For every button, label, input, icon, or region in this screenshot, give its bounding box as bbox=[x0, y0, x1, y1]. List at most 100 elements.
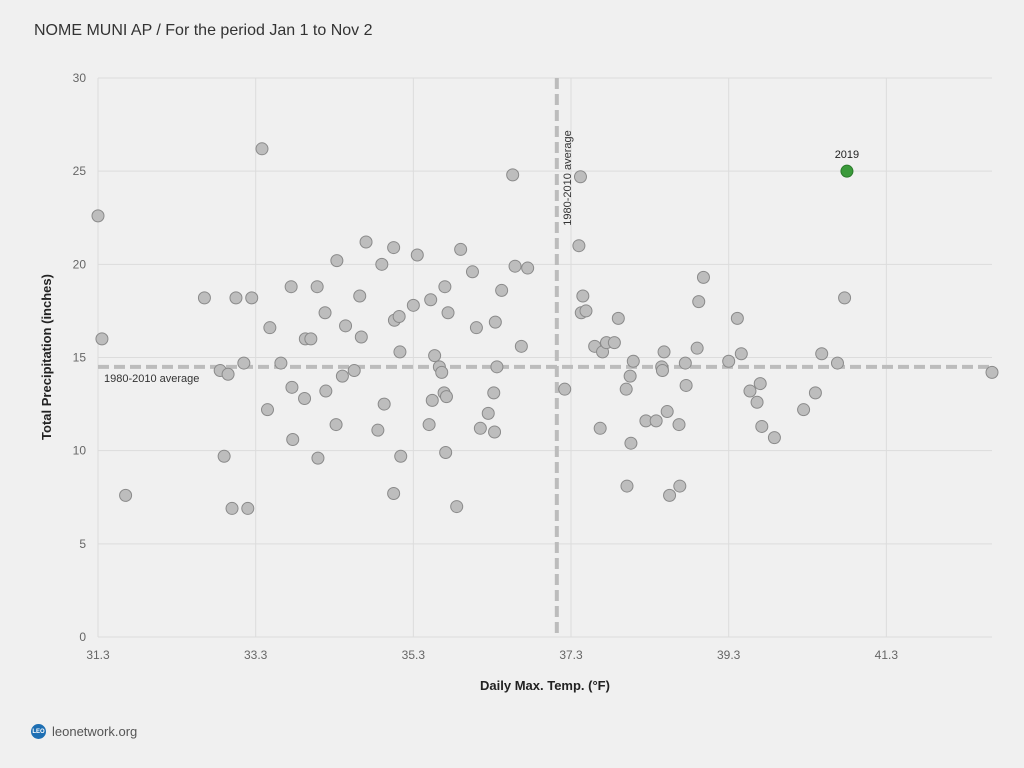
data-point bbox=[255, 142, 269, 156]
data-point bbox=[679, 378, 693, 392]
x-average-label: 1980-2010 average bbox=[562, 130, 574, 225]
data-point bbox=[624, 436, 638, 450]
data-point bbox=[435, 365, 449, 379]
x-tick-label: 41.3 bbox=[875, 648, 899, 662]
data-point bbox=[387, 241, 401, 255]
data-point bbox=[422, 418, 436, 432]
data-point bbox=[473, 421, 487, 435]
data-point bbox=[488, 425, 502, 439]
data-point bbox=[274, 356, 288, 370]
data-point bbox=[424, 293, 438, 307]
data-point bbox=[593, 421, 607, 435]
data-point bbox=[354, 330, 368, 344]
data-point bbox=[838, 291, 852, 305]
data-point bbox=[696, 270, 710, 284]
data-point bbox=[263, 321, 277, 335]
data-point bbox=[119, 488, 133, 502]
data-point bbox=[469, 321, 483, 335]
data-point bbox=[743, 384, 757, 398]
data-point bbox=[454, 242, 468, 256]
data-point bbox=[678, 356, 692, 370]
data-point bbox=[672, 418, 686, 432]
data-point bbox=[241, 501, 255, 515]
data-point bbox=[318, 306, 332, 320]
data-point bbox=[753, 377, 767, 391]
data-point bbox=[830, 356, 844, 370]
x-axis-label: Daily Max. Temp. (°F) bbox=[480, 678, 610, 693]
data-point bbox=[260, 403, 274, 417]
data-point bbox=[285, 380, 299, 394]
data-point bbox=[506, 168, 520, 182]
data-point bbox=[985, 365, 999, 379]
x-tick-label: 31.3 bbox=[86, 648, 110, 662]
data-point bbox=[690, 341, 704, 355]
data-point bbox=[439, 446, 453, 460]
data-point bbox=[730, 311, 744, 325]
data-point bbox=[329, 418, 343, 432]
x-tick-label: 33.3 bbox=[244, 648, 268, 662]
data-point bbox=[335, 369, 349, 383]
grid bbox=[97, 77, 992, 638]
y-tick-label: 5 bbox=[79, 537, 86, 551]
data-point bbox=[722, 354, 736, 368]
data-point bbox=[439, 390, 453, 404]
highlight-group: 2019 bbox=[835, 149, 859, 178]
highlight-point-2019 bbox=[840, 164, 854, 178]
data-point bbox=[797, 403, 811, 417]
data-point bbox=[481, 406, 495, 420]
data-point bbox=[359, 235, 373, 249]
data-point bbox=[734, 347, 748, 361]
y-tick-label: 30 bbox=[73, 71, 87, 85]
data-point bbox=[611, 311, 625, 325]
data-point bbox=[394, 449, 408, 463]
data-point bbox=[488, 315, 502, 329]
footer: LEO leonetwork.org bbox=[31, 724, 137, 739]
data-point bbox=[371, 423, 385, 437]
y-tick-label: 25 bbox=[73, 164, 87, 178]
data-point bbox=[392, 310, 406, 324]
data-point bbox=[663, 488, 677, 502]
data-point bbox=[330, 254, 344, 268]
y-tick-label: 10 bbox=[73, 444, 87, 458]
data-point bbox=[406, 298, 420, 312]
data-point bbox=[221, 367, 235, 381]
data-point bbox=[465, 265, 479, 279]
data-point bbox=[508, 259, 522, 273]
data-point bbox=[229, 291, 243, 305]
data-point bbox=[623, 369, 637, 383]
data-point bbox=[425, 393, 439, 407]
highlight-label: 2019 bbox=[835, 149, 859, 161]
data-point bbox=[237, 356, 251, 370]
data-point bbox=[576, 289, 590, 303]
data-point bbox=[495, 283, 509, 297]
data-point bbox=[572, 239, 586, 253]
data-point bbox=[626, 354, 640, 368]
data-point bbox=[95, 332, 109, 346]
footer-site-link[interactable]: leonetwork.org bbox=[52, 724, 138, 739]
data-point bbox=[91, 209, 105, 223]
data-point bbox=[655, 364, 669, 378]
data-point bbox=[808, 386, 822, 400]
data-point bbox=[487, 386, 501, 400]
data-point bbox=[353, 289, 367, 303]
data-point bbox=[225, 501, 239, 515]
data-points bbox=[91, 142, 999, 515]
data-point bbox=[310, 280, 324, 294]
data-point bbox=[217, 449, 231, 463]
data-point bbox=[755, 419, 769, 433]
data-point bbox=[245, 291, 259, 305]
data-point bbox=[579, 304, 593, 318]
data-point bbox=[438, 280, 452, 294]
data-point bbox=[428, 349, 442, 363]
data-point bbox=[514, 339, 528, 353]
data-point bbox=[377, 397, 391, 411]
x-tick-label: 37.3 bbox=[559, 648, 583, 662]
data-point bbox=[619, 382, 633, 396]
data-point bbox=[197, 291, 211, 305]
data-point bbox=[286, 432, 300, 446]
data-point bbox=[450, 500, 464, 514]
data-point bbox=[347, 364, 361, 378]
data-point bbox=[620, 479, 634, 493]
y-tick-label: 0 bbox=[79, 630, 86, 644]
